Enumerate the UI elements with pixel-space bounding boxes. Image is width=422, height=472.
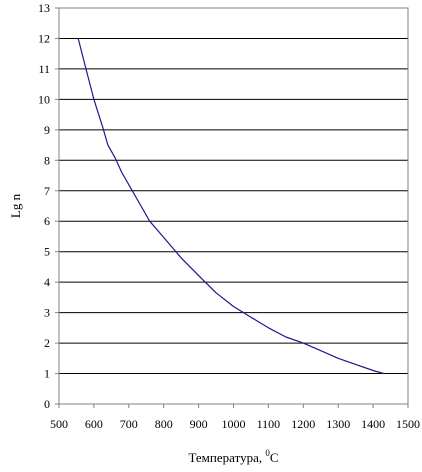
y-tick-label-7: 7 <box>44 184 50 198</box>
x-axis-label-unit: C <box>270 450 279 465</box>
x-tick-label-1100: 1100 <box>257 417 281 431</box>
y-tick-label-12: 12 <box>38 31 50 45</box>
y-tick-label-3: 3 <box>44 306 50 320</box>
x-axis-label: Температура, 0C <box>188 448 278 465</box>
x-tick-label-1500: 1500 <box>396 417 420 431</box>
y-axis-label: Lg n <box>8 193 23 218</box>
x-axis-label-text: Температура, <box>188 450 265 465</box>
y-tick-label-11: 11 <box>38 62 50 76</box>
x-tick-label-1000: 1000 <box>222 417 246 431</box>
x-tick-label-1200: 1200 <box>291 417 315 431</box>
x-tick-label-700: 700 <box>120 417 138 431</box>
series-layer <box>77 38 384 375</box>
x-tick-label-1300: 1300 <box>326 417 350 431</box>
x-tick-label-800: 800 <box>155 417 173 431</box>
y-tick-label-8: 8 <box>44 153 50 167</box>
x-tick-label-1400: 1400 <box>361 417 385 431</box>
y-tick-label-0: 0 <box>44 397 50 411</box>
plot-frame <box>58 7 409 405</box>
x-tick-label-500: 500 <box>50 417 68 431</box>
y-tick-label-5: 5 <box>44 245 50 259</box>
y-tick-label-13: 13 <box>38 1 50 15</box>
y-tick-label-6: 6 <box>44 214 50 228</box>
x-tick-label-900: 900 <box>190 417 208 431</box>
y-tick-label-9: 9 <box>44 123 50 137</box>
y-tick-label-1: 1 <box>44 367 50 381</box>
y-tick-label-4: 4 <box>44 275 50 289</box>
y-tick-label-2: 2 <box>44 336 50 350</box>
x-tick-label-600: 600 <box>85 417 103 431</box>
x-axis-label-superscript: 0 <box>265 448 270 458</box>
x-tick-labels: 500 600 700 800 900 1000 1100 1200 1300 1400 1500 <box>50 417 420 431</box>
grid-lines <box>55 7 409 408</box>
series-line-0 <box>77 38 384 375</box>
y-tick-label-10: 10 <box>38 92 50 106</box>
